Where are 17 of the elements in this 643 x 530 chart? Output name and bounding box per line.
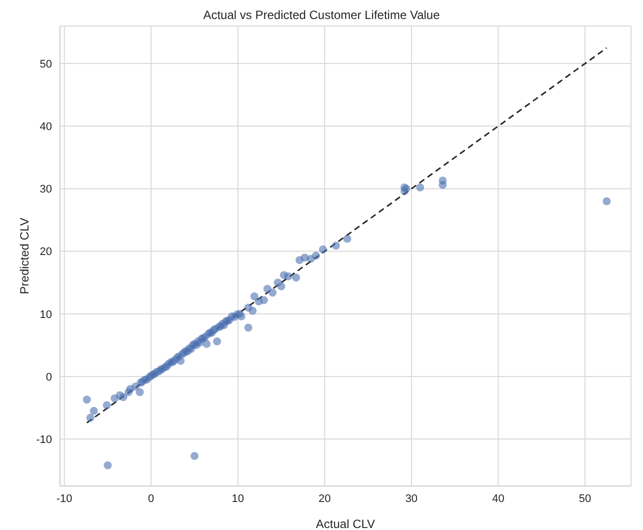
x-tick-label: 40 [492,492,504,505]
x-tick-label: 30 [405,492,418,505]
chart-title: Actual vs Predicted Customer Lifetime Value [202,8,441,24]
y-tick-label: 10 [40,308,52,321]
y-tick-label: 20 [40,246,52,258]
y-tick-label: 30 [40,184,52,196]
y-tick-label: 0 [46,371,52,384]
x-tick-label: 20 [318,492,331,505]
x-tick-label: 10 [232,492,244,505]
y-axis-title: Predicted CLV [17,218,32,294]
x-tick-label: -10 [56,492,72,505]
x-tick-label: 0 [148,492,154,505]
x-axis-title: Actual CLV [316,517,376,530]
y-tick-label: 40 [40,121,52,134]
y-tick-label: 50 [40,58,52,70]
x-tick-label: 50 [578,492,592,505]
y-tick-label: -10 [36,434,52,446]
